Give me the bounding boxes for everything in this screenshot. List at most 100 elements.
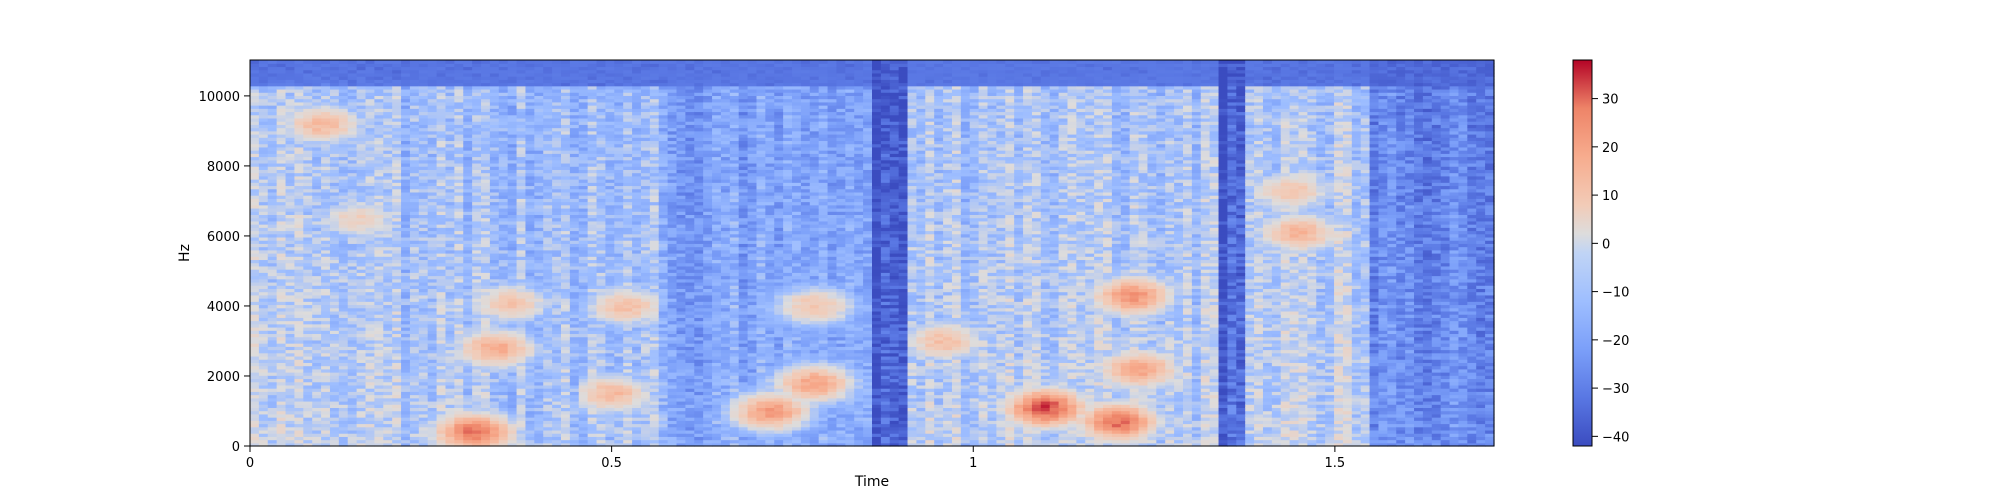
heatmap-cell (356, 310, 367, 315)
heatmap-cell (409, 124, 420, 129)
heatmap-cell (250, 400, 260, 405)
heatmap-cell (312, 159, 322, 164)
heatmap-cell (303, 243, 313, 248)
heatmap-cell (276, 121, 287, 125)
heatmap-cell (436, 133, 447, 138)
heatmap-cell (294, 375, 304, 380)
heatmap-cell (258, 98, 269, 103)
heatmap-cell (294, 143, 304, 148)
heatmap-cell (383, 243, 393, 248)
heatmap-cell (401, 404, 411, 408)
heatmap-cell (418, 339, 429, 344)
heatmap-cell (436, 400, 447, 405)
heatmap-cell (409, 195, 420, 199)
heatmap-cell (276, 410, 287, 415)
heatmap-cell (365, 265, 375, 270)
heatmap-cell (258, 442, 269, 447)
heatmap-cell (418, 117, 429, 122)
heatmap-cell (347, 288, 358, 293)
heatmap-cell (418, 198, 429, 203)
heatmap-cell (347, 243, 358, 248)
heatmap-cell (445, 436, 455, 441)
heatmap-cell (401, 82, 411, 87)
heatmap-cell (436, 111, 447, 116)
heatmap-cell (276, 262, 287, 267)
heatmap-cell (347, 417, 358, 421)
heatmap-cell (436, 69, 447, 74)
heatmap-cell (392, 359, 402, 363)
heatmap-cell (436, 394, 447, 399)
heatmap-cell (436, 124, 447, 129)
heatmap-cell (312, 76, 322, 80)
heatmap-cell (347, 310, 358, 315)
heatmap-cell (258, 166, 269, 170)
heatmap-cell (383, 63, 393, 68)
heatmap-cell (285, 314, 296, 318)
heatmap-cell (321, 339, 331, 344)
heatmap-cell (409, 298, 420, 302)
heatmap-cell (374, 355, 384, 360)
heatmap-cell (258, 323, 269, 328)
heatmap-cell (552, 60, 562, 64)
heatmap-cell (312, 224, 322, 228)
heatmap-cell (383, 407, 393, 412)
heatmap-cell (436, 217, 447, 222)
heatmap-cell (347, 117, 358, 122)
heatmap-cell (401, 101, 411, 106)
heatmap-cell (312, 101, 322, 106)
heatmap-cell (250, 294, 260, 299)
heatmap-cell (250, 323, 260, 328)
heatmap-cell (329, 436, 340, 441)
heatmap-cell (383, 304, 393, 309)
heatmap-cell (267, 114, 278, 119)
heatmap-cell (409, 272, 420, 277)
heatmap-cell (409, 384, 420, 389)
heatmap-cell (427, 233, 438, 238)
heatmap-cell (365, 191, 375, 196)
heatmap-cell (365, 378, 375, 383)
heatmap-cell (267, 76, 278, 80)
heatmap-cell (258, 79, 269, 84)
heatmap-cell (374, 201, 384, 206)
heatmap-cell (329, 346, 340, 351)
heatmap-cell (276, 124, 287, 129)
heatmap-cell (321, 407, 331, 412)
heatmap-cell (294, 378, 304, 383)
heatmap-cell (356, 230, 367, 235)
heatmap-cell (347, 114, 358, 119)
heatmap-cell (427, 224, 438, 228)
heatmap-cell (321, 275, 331, 280)
heatmap-cell (365, 169, 375, 174)
heatmap-cell (392, 417, 402, 421)
heatmap-cell (365, 101, 375, 106)
heatmap-cell (312, 127, 322, 132)
heatmap-cell (338, 407, 349, 412)
heatmap-cell (418, 224, 429, 228)
heatmap-cell (312, 117, 322, 122)
heatmap-cell (250, 407, 260, 412)
heatmap-cell (418, 397, 429, 402)
heatmap-cell (418, 114, 429, 119)
heatmap-cell (267, 423, 278, 428)
heatmap-cell (303, 359, 313, 363)
heatmap-cell (374, 230, 384, 235)
heatmap-cell (401, 413, 411, 418)
heatmap-cell (383, 404, 393, 408)
heatmap-cell (587, 60, 598, 64)
heatmap-cell (427, 439, 438, 444)
heatmap-cell (258, 195, 269, 199)
heatmap-cell (250, 417, 260, 421)
heatmap-cell (356, 137, 367, 142)
heatmap-cell (250, 172, 260, 177)
heatmap-cell (294, 156, 304, 161)
heatmap-cell (409, 410, 420, 415)
heatmap-cell (427, 417, 438, 421)
heatmap-cell (401, 323, 411, 328)
heatmap-cell (418, 60, 429, 64)
heatmap-cell (276, 246, 287, 251)
heatmap-cell (276, 417, 287, 421)
heatmap-cell (267, 146, 278, 151)
heatmap-cell (392, 384, 402, 389)
heatmap-cell (383, 359, 393, 363)
heatmap-cell (338, 404, 349, 408)
